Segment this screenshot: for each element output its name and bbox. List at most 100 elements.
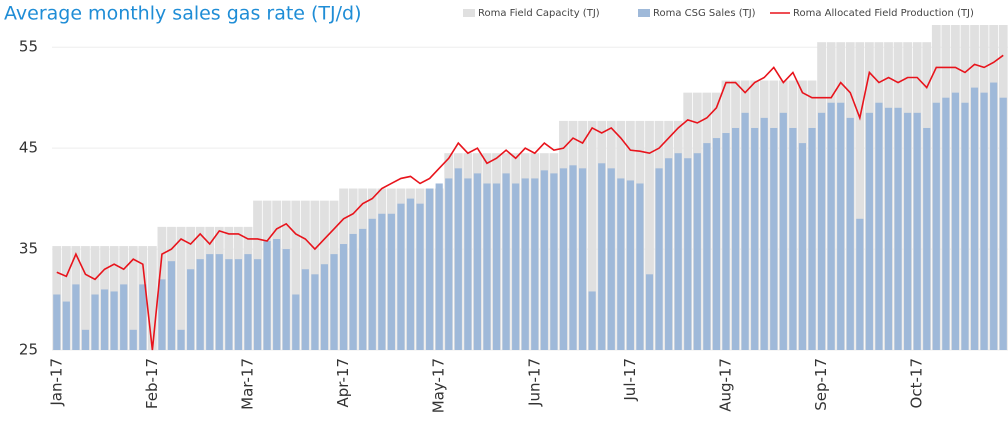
bar [464, 178, 472, 350]
bar [808, 127, 816, 350]
x-tick-label: Jul-17 [621, 358, 639, 402]
bar [942, 97, 950, 350]
bar [128, 246, 138, 350]
x-tick-label: Mar-17 [238, 358, 256, 410]
bar [273, 238, 281, 350]
bar [291, 200, 301, 350]
bar [770, 127, 778, 350]
bar [846, 117, 854, 350]
bar [760, 117, 768, 350]
bar [999, 97, 1007, 350]
bar [617, 178, 625, 350]
x-tick-label: Feb-17 [143, 358, 161, 409]
x-tick-label: Sep-17 [812, 358, 830, 411]
bar [53, 294, 61, 350]
bar [349, 233, 357, 350]
bar [655, 168, 663, 350]
bar [970, 87, 979, 350]
bar [865, 112, 873, 350]
bar [378, 213, 386, 350]
x-tick-label: Jun-17 [525, 358, 543, 407]
bar [129, 329, 137, 350]
bar [626, 180, 634, 350]
bar [225, 259, 233, 350]
bar [454, 168, 462, 350]
bar [569, 165, 577, 350]
bar [884, 107, 893, 351]
x-tick-label: Oct-17 [908, 358, 926, 408]
bar [665, 158, 673, 350]
bar [406, 198, 415, 350]
bar [578, 168, 587, 350]
bar [253, 259, 262, 350]
bar [598, 163, 606, 350]
bar [100, 289, 109, 350]
bar [167, 261, 176, 350]
bar [196, 259, 204, 350]
bar [645, 120, 654, 350]
x-tick-label: May-17 [430, 358, 448, 413]
bar [837, 102, 845, 350]
bar [282, 249, 290, 350]
bar [932, 102, 940, 350]
bar [521, 178, 529, 350]
bar [951, 92, 960, 351]
bar [483, 183, 491, 350]
bar [120, 284, 128, 350]
bar [301, 269, 309, 350]
bar [607, 168, 615, 350]
bar [741, 112, 749, 350]
bar [244, 254, 252, 350]
bar [712, 138, 721, 350]
bar [81, 246, 90, 350]
bar [817, 112, 826, 350]
bar [91, 294, 99, 350]
bar [368, 218, 376, 350]
legend-label: Roma Field Capacity (TJ) [478, 8, 600, 19]
bar [894, 107, 902, 351]
bar [779, 112, 787, 350]
bar [751, 127, 759, 350]
bar [435, 183, 443, 350]
bar [387, 213, 395, 350]
x-tick-label: Apr-17 [334, 358, 352, 408]
bar [923, 127, 931, 350]
bar [875, 102, 883, 350]
bar [177, 329, 185, 350]
bar [827, 102, 835, 350]
line [56, 54, 1004, 351]
x-tick-label: Jan-17 [47, 358, 65, 407]
bar [426, 188, 434, 350]
bar [339, 244, 348, 350]
bar [206, 254, 214, 350]
bar [636, 183, 644, 350]
bar [187, 269, 195, 350]
bar [330, 254, 338, 350]
y-tick-label: 35 [19, 240, 38, 258]
bar [311, 274, 319, 350]
bar [588, 291, 596, 350]
bar [645, 274, 654, 350]
bar [789, 127, 797, 350]
bar [512, 183, 520, 350]
bar [473, 173, 482, 350]
bar [674, 153, 682, 350]
bar [904, 112, 912, 350]
bar [722, 133, 730, 350]
bar [703, 143, 711, 350]
bar [72, 284, 80, 350]
bar [147, 246, 157, 350]
bar [416, 203, 424, 350]
bar [176, 226, 186, 350]
bar [587, 120, 597, 350]
legend-label: Roma Allocated Field Production (TJ) [793, 8, 974, 19]
bar [263, 241, 271, 350]
bar [502, 173, 510, 350]
bar [559, 168, 568, 350]
bar [158, 279, 166, 350]
bar [913, 112, 921, 350]
bar [540, 170, 548, 350]
bar [492, 183, 501, 350]
bar [62, 301, 70, 350]
bar [731, 127, 740, 350]
